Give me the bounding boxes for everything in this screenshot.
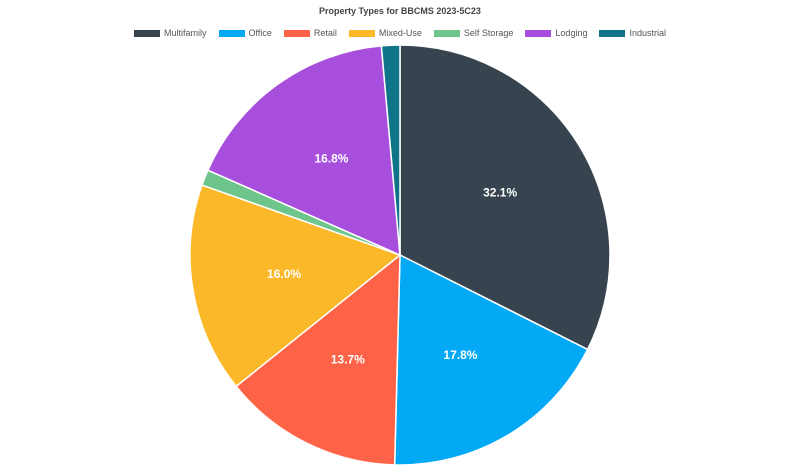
legend-label: Self Storage — [463, 28, 514, 38]
legend-item-multifamily[interactable]: Multifamily — [134, 28, 207, 38]
pie-slice-office[interactable] — [393, 253, 589, 466]
legend-item-retail[interactable]: Retail — [283, 28, 337, 38]
pie-slice-retail[interactable] — [235, 253, 401, 466]
slice-label-mixed-use: 16.0% — [267, 267, 301, 281]
legend-swatch — [348, 29, 375, 37]
legend-swatch — [525, 29, 552, 37]
legend-swatch — [283, 29, 310, 37]
slice-label-lodging: 16.8% — [314, 152, 348, 166]
chart-legend: Multifamily Office Retail Mixed-Use Self Sto… — [0, 28, 800, 38]
legend-item-self-storage[interactable]: Self Storage — [433, 28, 514, 38]
legend-swatch — [218, 29, 245, 37]
legend-swatch — [134, 29, 160, 37]
chart-title: Property Types for BBCMS 2023-5C23 — [319, 6, 481, 16]
legend-item-office[interactable]: Office — [218, 28, 272, 38]
legend-item-mixed-use[interactable]: Mixed-Use — [348, 28, 422, 38]
slice-label-office: 17.8% — [443, 348, 477, 362]
legend-label: Office — [248, 28, 272, 38]
pie-slice-lodging[interactable] — [206, 45, 401, 257]
legend-label: Mixed-Use — [378, 28, 422, 38]
legend-label: Multifamily — [164, 28, 207, 38]
legend-item-lodging[interactable]: Lodging — [525, 28, 587, 38]
legend-label: Retail — [313, 28, 337, 38]
pie-slice-multifamily[interactable] — [399, 44, 611, 351]
pie-slice-industrial[interactable] — [380, 44, 401, 256]
legend-swatch — [433, 29, 460, 37]
slice-label-retail: 13.7% — [331, 353, 365, 367]
slice-label-multifamily: 32.1% — [483, 185, 517, 199]
legend-item-industrial[interactable]: Industrial — [599, 28, 666, 38]
legend-label: Lodging — [555, 28, 588, 38]
pie-slice-mixed-use[interactable] — [189, 184, 402, 388]
legend-label: Industrial — [629, 28, 666, 38]
legend-swatch — [599, 29, 626, 37]
